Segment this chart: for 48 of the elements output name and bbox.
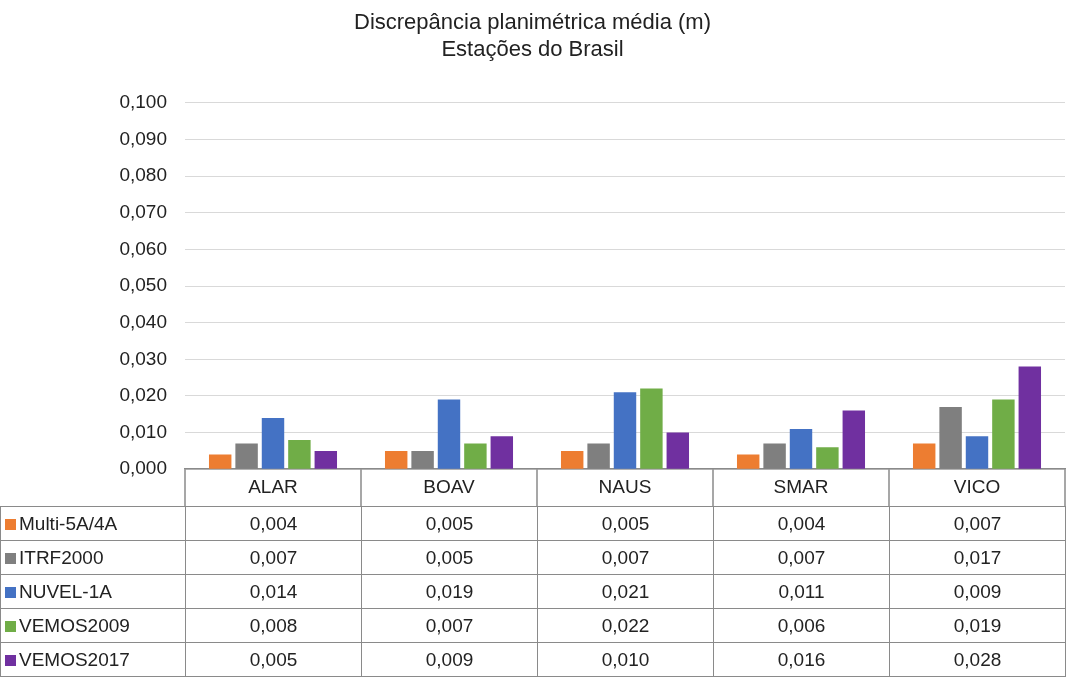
y-tick-label: 0,050 bbox=[119, 274, 167, 296]
data-label: 0,005 bbox=[185, 642, 362, 677]
data-label: 0,007 bbox=[185, 540, 362, 575]
data-label: 0,009 bbox=[889, 574, 1066, 609]
data-label: 0,007 bbox=[537, 540, 714, 575]
y-tick-label: 0,080 bbox=[119, 164, 167, 186]
chart-title: Discrepância planimétrica média (m) bbox=[353, 9, 712, 35]
y-tick-label: 0,010 bbox=[119, 420, 167, 442]
data-label: 0,022 bbox=[537, 608, 714, 643]
data-label: 0,005 bbox=[361, 506, 538, 541]
data-label: 0,011 bbox=[713, 574, 890, 609]
data-label: 0,006 bbox=[713, 608, 890, 643]
data-label: 0,007 bbox=[889, 506, 1066, 541]
data-label: 0,028 bbox=[889, 642, 1066, 677]
x-tick-label: VICO bbox=[953, 475, 1001, 497]
data-label: 0,004 bbox=[185, 506, 362, 541]
data-label: 0,016 bbox=[713, 642, 890, 677]
data-label: 0,021 bbox=[537, 574, 714, 609]
legend-label: NUVEL-1A bbox=[0, 574, 186, 609]
legend-label: ITRF2000 bbox=[0, 540, 186, 575]
x-tick-label: SMAR bbox=[773, 475, 829, 497]
data-label: 0,004 bbox=[713, 506, 890, 541]
x-tick-label: BOAV bbox=[423, 475, 476, 497]
data-label: 0,014 bbox=[185, 574, 362, 609]
x-tick-label: ALAR bbox=[248, 475, 298, 497]
y-tick-label: 0,100 bbox=[119, 91, 167, 113]
data-label: 0,017 bbox=[889, 540, 1066, 575]
legend-label: Multi-5A/4A bbox=[0, 506, 186, 541]
y-tick-label: 0,020 bbox=[119, 384, 167, 406]
legend-label: VEMOS2017 bbox=[0, 642, 186, 677]
data-label: 0,005 bbox=[537, 506, 714, 541]
x-tick-label: NAUS bbox=[598, 475, 652, 497]
data-label: 0,019 bbox=[889, 608, 1066, 643]
y-tick-label: 0,060 bbox=[119, 237, 167, 259]
y-tick-label: 0,040 bbox=[119, 310, 167, 332]
y-tick-label: 0,090 bbox=[119, 127, 167, 149]
y-tick-label: 0,000 bbox=[119, 457, 167, 479]
data-label: 0,005 bbox=[361, 540, 538, 575]
data-label: 0,007 bbox=[713, 540, 890, 575]
data-label: 0,008 bbox=[185, 608, 362, 643]
y-tick-label: 0,030 bbox=[119, 347, 167, 369]
data-label: 0,009 bbox=[361, 642, 538, 677]
data-label: 0,010 bbox=[537, 642, 714, 677]
chart-subtitle: Estações do Brasil bbox=[441, 35, 624, 61]
y-tick-label: 0,070 bbox=[119, 200, 167, 222]
data-label: 0,019 bbox=[361, 574, 538, 609]
data-label: 0,007 bbox=[361, 608, 538, 643]
legend-label: VEMOS2009 bbox=[0, 608, 186, 643]
